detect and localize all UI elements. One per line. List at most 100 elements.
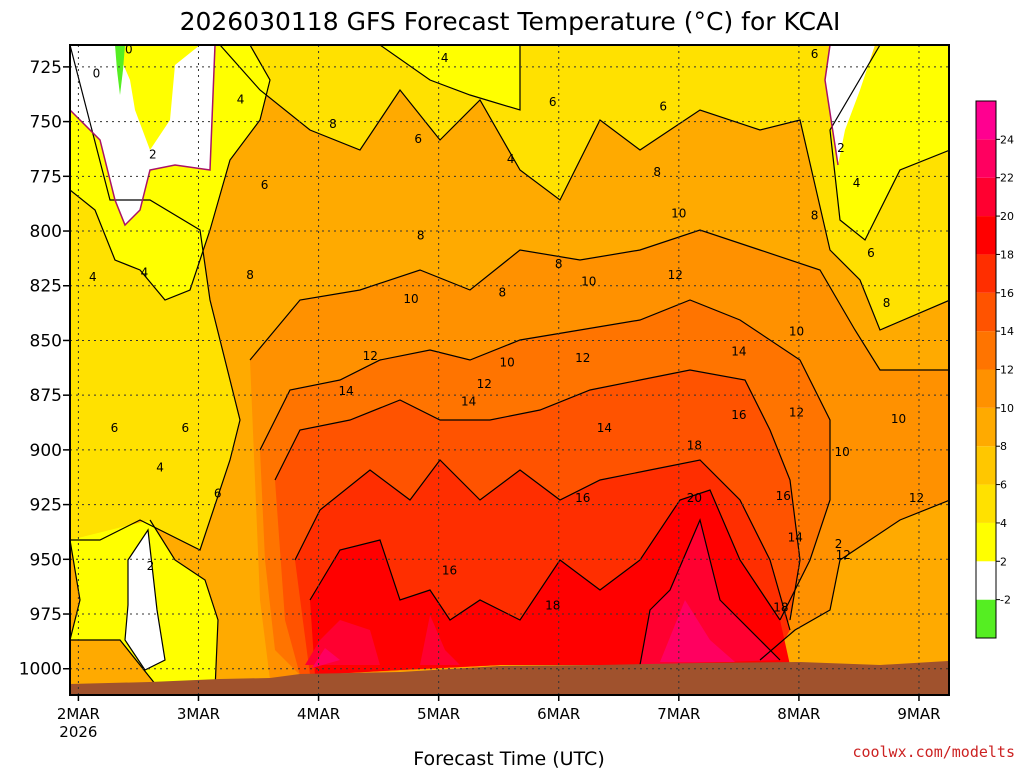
contour-label: 14 [731,344,746,358]
contour-label: 10 [891,412,906,426]
x-tick-sublabel: 2026 [59,723,97,741]
contour-label: 6 [867,246,875,260]
contour-label: 8 [417,228,425,242]
x-tick-label: 6MAR [537,705,580,723]
x-tick-label: 9MAR [897,705,940,723]
contour-label: 6 [414,132,422,146]
x-tick-label: 4MAR [297,705,340,723]
y-tick-label: 850 [30,331,62,351]
y-tick-label: 950 [30,550,62,570]
contour-label: 4 [156,460,164,474]
contour-label: 8 [498,285,506,299]
colorbar-swatch [976,369,996,408]
y-tick-label: 775 [30,167,62,187]
band-white-lower [125,530,165,670]
contour-label: 6 [549,95,557,109]
contour-line [759,499,949,661]
x-tick-label: 2MAR [57,705,100,723]
ground-surface [70,661,949,695]
contour-line [249,229,949,371]
contour-label: 6 [181,421,189,435]
colorbar-label: 12 [1000,364,1014,377]
contour-label: 14 [339,384,354,398]
source-credit[interactable]: coolwx.com/modelts [852,743,1015,761]
contour-label: 12 [668,268,683,282]
contour-label: 20 [687,491,702,505]
zero-contour-line [70,45,216,227]
contour-label: 8 [883,296,891,310]
contour-label: 8 [653,165,661,179]
colorbar-label: 14 [1000,325,1014,338]
contour-label: 4 [507,152,515,166]
colorbar-swatch [976,177,996,217]
contour-line [274,369,801,621]
colorbar-label: 24 [1000,133,1014,146]
contour-label: 10 [581,274,596,288]
contour-line [219,45,949,331]
contour-label: 8 [811,209,819,223]
contour-label: 6 [261,178,269,192]
contour-line [124,528,166,671]
contour-label: 4 [89,270,97,284]
contour-line [294,459,791,631]
contour-label: 12 [789,406,804,420]
colorbar-label: 22 [1000,172,1014,185]
contour-label: 2 [149,147,157,161]
band-rose [312,600,735,668]
colorbar-swatch [976,407,996,447]
contour-label: 2 [147,559,155,573]
x-tick-label: 5MAR [417,705,460,723]
colorbar-swatch [976,599,996,638]
zero-contours [70,45,839,227]
contour-label: 8 [555,257,563,271]
contour-label: 10 [834,445,849,459]
colorbar-swatch [976,522,996,562]
contour-lines [70,45,949,691]
contour-label: 10 [499,355,514,369]
chart-title: 2026030118 GFS Forecast Temperature (°C)… [180,7,841,36]
contour-label: 16 [731,408,746,422]
contour-label: 6 [214,487,222,501]
contour-label: 2 [835,537,843,551]
band-crimson [305,520,780,665]
x-tick-label: 3MAR [177,705,220,723]
contour-line [259,299,831,621]
y-tick-label: 975 [30,605,62,625]
contour-label: 4 [853,176,861,190]
contour-label: 16 [442,563,457,577]
colorbar-label: 18 [1000,248,1014,261]
y-tick-label: 925 [30,496,62,516]
colorbar-swatch [976,216,996,255]
y-tick-label: 825 [30,277,62,297]
x-tick-label: 7MAR [657,705,700,723]
colorbar-swatch [976,484,996,523]
contour-label: 4 [141,266,149,280]
contour-label: 14 [461,395,476,409]
contour-label: 10 [403,292,418,306]
contour-label: 0 [125,42,133,56]
colorbar-swatch [976,446,996,485]
band-green [115,45,125,95]
colorbar-label: 8 [1000,440,1007,453]
colorbar-label: -2 [1000,594,1011,607]
y-tick-label: 875 [30,386,62,406]
contour-label: 6 [111,421,119,435]
colorbar-label: 10 [1000,402,1014,415]
colorbar-swatch [976,292,996,332]
contour-label: 12 [575,351,590,365]
colorbar-swatch [976,254,996,293]
contour-label: 10 [671,207,686,221]
colorbar-label: 2 [1000,555,1007,568]
contour-label: 18 [773,600,788,614]
contour-label: 12 [909,491,924,505]
contour-label: 18 [545,598,560,612]
colorbar-swatch [976,101,996,140]
y-tick-label: 1000 [19,660,62,680]
x-axis-label: Forecast Time (UTC) [413,748,604,768]
grid-lines [70,45,949,695]
y-tick-label: 750 [30,113,62,133]
contour-label: 0 [93,66,101,80]
